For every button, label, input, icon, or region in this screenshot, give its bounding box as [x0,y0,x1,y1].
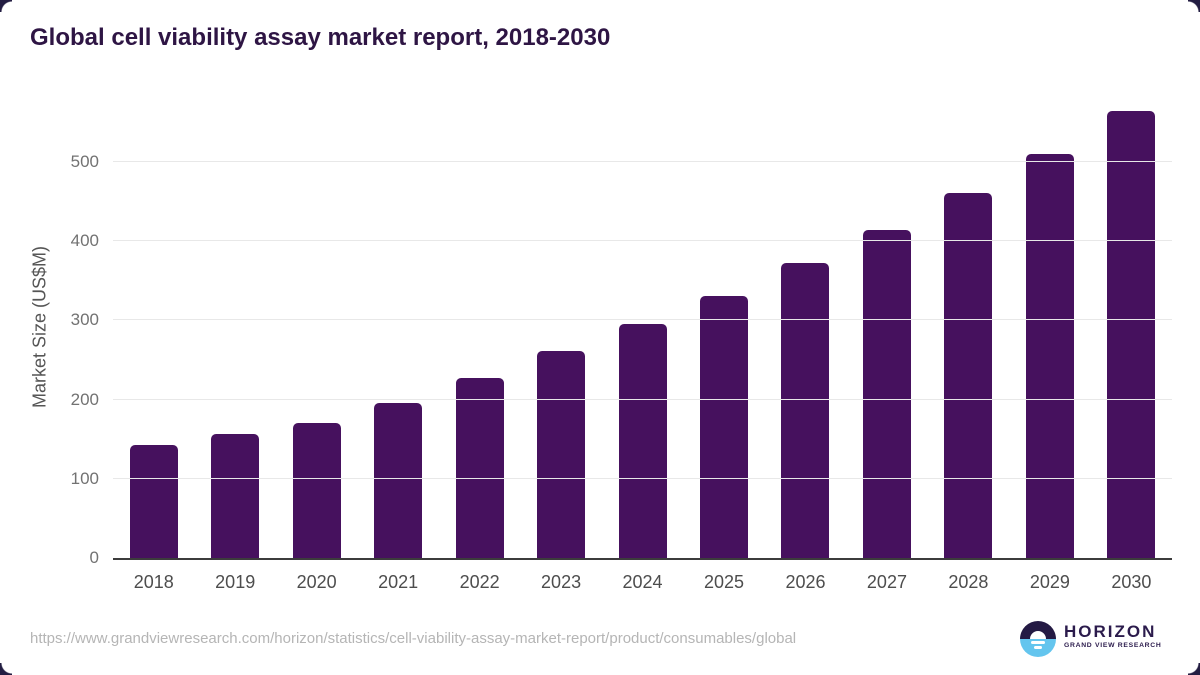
y-tick-label-400: 400 [70,231,99,251]
bar-2026[interactable] [781,263,830,558]
y-tick-label-200: 200 [70,389,99,409]
bar-column-2026 [765,96,846,558]
sun-reflection-line [1031,641,1045,644]
logo-tagline: GRAND VIEW RESEARCH [1064,642,1162,649]
x-tick-label-2020: 2020 [296,572,337,592]
bar-column-2018 [113,96,194,558]
bar-2024[interactable] [618,324,667,558]
x-tick-label-2026: 2026 [785,572,826,592]
bar-column-2023 [520,96,601,558]
frame-corner-top-right [1188,0,1200,12]
x-tick-label-2025: 2025 [703,572,745,592]
bar-column-2022 [439,96,520,558]
bar-column-2028 [928,96,1009,558]
bar-2020[interactable] [292,422,341,558]
x-tick-label-2022: 2022 [459,572,500,592]
x-axis-labels: 2018 2019 2020 2021 2022 2023 2024 2025 2026 2027… [113,560,1172,593]
x-tick-label-2029: 2029 [1029,572,1070,592]
y-tick-label-0: 0 [89,548,99,567]
gridline-300 [113,319,1172,321]
bar-column-2019 [194,96,275,558]
frame-corner-top-left [0,0,12,12]
source-url: https://www.grandviewresearch.com/horizo… [30,630,797,647]
gridline-200 [113,398,1172,400]
y-axis-title: Market Size (US$M) [29,245,50,409]
logo-text: HORIZON GRAND VIEW RESEARCH [1064,621,1162,649]
gridline-500 [113,160,1172,162]
bar-2023[interactable] [537,351,586,558]
gridline-100 [113,477,1172,479]
x-tick-label-2024: 2024 [622,572,663,592]
bar-2028[interactable] [944,192,993,558]
x-tick-label-2030: 2030 [1111,572,1152,592]
x-tick-label-2018: 2018 [133,572,174,592]
x-tick-label-2019: 2019 [215,572,256,592]
bar-2021[interactable] [374,402,423,558]
y-tick-label-300: 300 [70,310,99,330]
bar-2030[interactable] [1107,111,1156,558]
x-tick-label-2027: 2027 [866,572,907,592]
sun-icon [1030,631,1046,639]
x-tick-label-2028: 2028 [948,572,989,592]
bar-2019[interactable] [211,434,260,558]
plot-area: 0 100 200 300 400 500 [71,96,1172,567]
bar-column-2024 [602,96,683,558]
bar-2027[interactable] [862,229,911,558]
bar-column-2025 [683,96,764,558]
bar-2029[interactable] [1025,153,1074,558]
x-tick-label-2021: 2021 [378,572,419,592]
bar-column-2021 [357,96,438,558]
bar-column-2030 [1091,96,1172,558]
bar-2025[interactable] [700,295,749,558]
bars-row [113,96,1172,558]
chart-title: Global cell viability assay market repor… [30,24,611,51]
y-tick-label-100: 100 [70,468,99,488]
bar-2018[interactable] [129,444,178,558]
bar-2022[interactable] [455,378,504,558]
gridline-400 [113,240,1172,242]
frame-corner-bottom-right [1188,663,1200,675]
bar-column-2029 [1009,96,1090,558]
logo-brand: HORIZON [1064,622,1157,641]
horizon-logo-icon [1020,621,1056,657]
y-tick-label-500: 500 [70,151,99,171]
sun-reflection-line [1034,646,1042,649]
frame-corner-bottom-left [0,663,12,675]
x-tick-label-2023: 2023 [541,572,582,592]
bar-column-2020 [276,96,357,558]
horizon-logo: HORIZON GRAND VIEW RESEARCH [1020,621,1162,657]
bar-column-2027 [846,96,927,558]
